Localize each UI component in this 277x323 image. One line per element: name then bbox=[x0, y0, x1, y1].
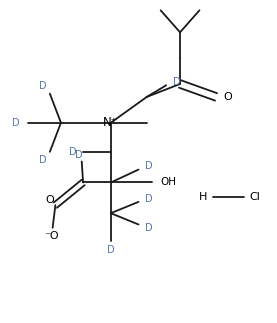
Text: D: D bbox=[12, 118, 19, 128]
Text: D: D bbox=[145, 223, 153, 233]
Text: D: D bbox=[39, 81, 47, 90]
Text: D: D bbox=[39, 155, 47, 165]
Text: D: D bbox=[145, 162, 153, 171]
Text: D: D bbox=[145, 194, 153, 203]
Text: D: D bbox=[107, 245, 115, 255]
Text: D: D bbox=[68, 147, 76, 157]
Text: O: O bbox=[45, 195, 54, 205]
Text: Cl: Cl bbox=[249, 192, 260, 202]
Text: D: D bbox=[75, 150, 83, 160]
Text: ⁻O: ⁻O bbox=[44, 231, 58, 241]
Text: D: D bbox=[173, 77, 181, 87]
Text: O: O bbox=[223, 92, 232, 102]
Text: H: H bbox=[199, 192, 208, 202]
Text: N⁺: N⁺ bbox=[103, 116, 118, 129]
Text: OH: OH bbox=[161, 178, 177, 187]
